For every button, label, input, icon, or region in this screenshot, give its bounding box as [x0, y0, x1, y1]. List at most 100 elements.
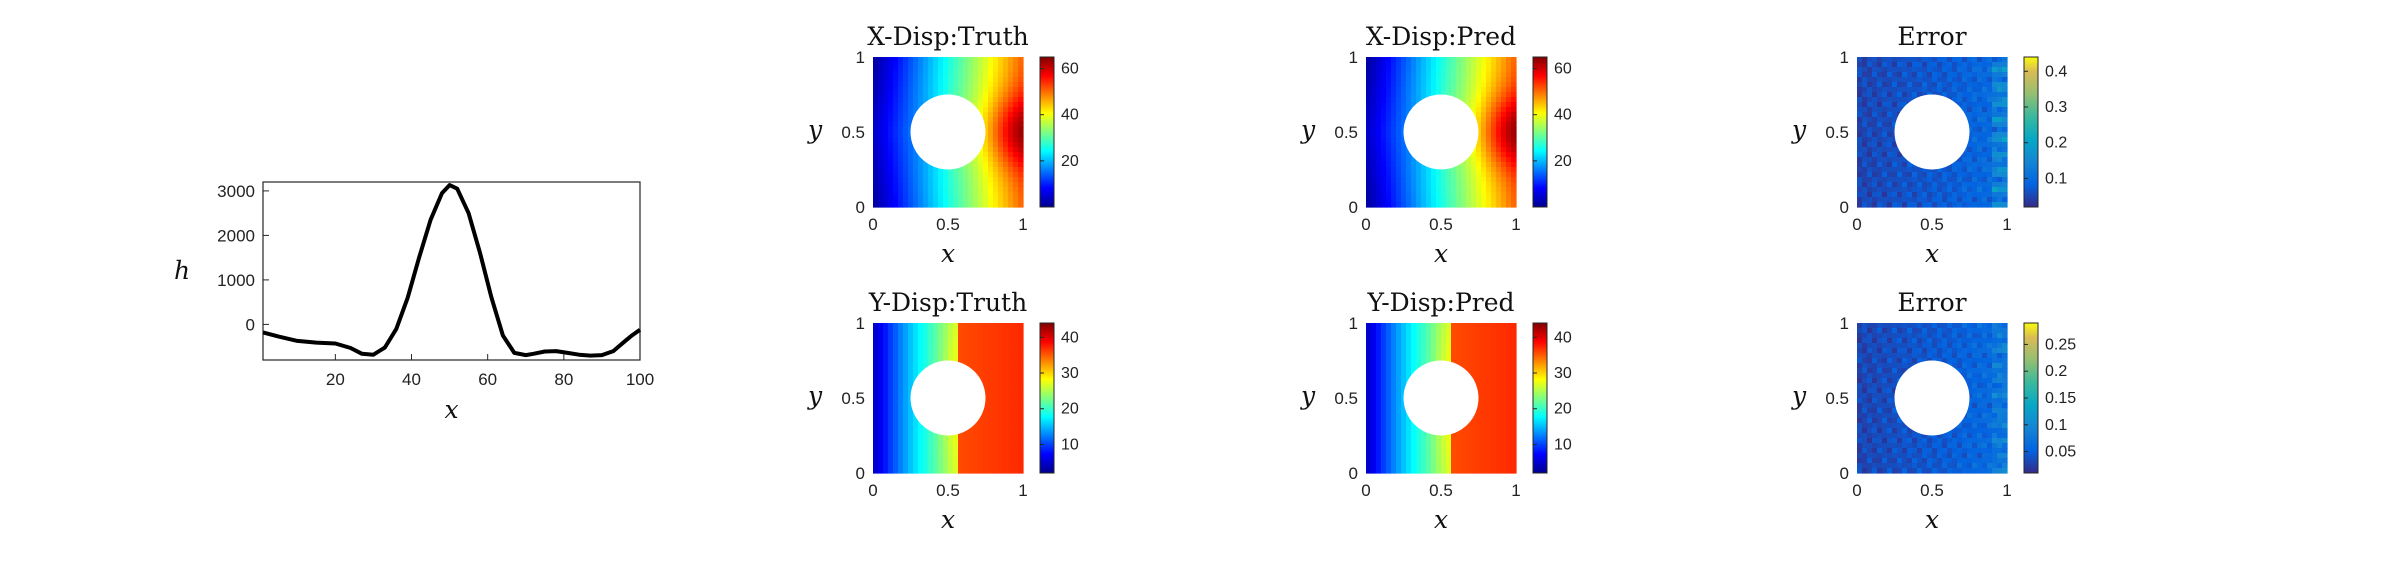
heatmap-cell — [1922, 182, 1928, 188]
heatmap-cell — [1862, 172, 1868, 178]
heatmap-cell — [873, 182, 879, 188]
heatmap-cell — [918, 77, 924, 83]
heatmap-cell — [1386, 137, 1392, 143]
heatmap-cell — [1476, 57, 1482, 63]
heatmap-cell — [1902, 348, 1908, 354]
heatmap-cell — [1416, 358, 1422, 364]
heatmap-cell — [923, 187, 929, 193]
heatmap-cell — [933, 187, 939, 193]
heatmap-cell — [1481, 197, 1487, 203]
heatmap-cell — [1406, 323, 1412, 329]
heatmap-cell — [1018, 192, 1024, 198]
heatmap-cell — [1018, 358, 1024, 364]
heatmap-cell — [1431, 82, 1437, 88]
heatmap-cell — [888, 333, 894, 339]
heatmap-cell — [893, 187, 899, 193]
heatmap-cell — [898, 393, 904, 399]
heatmap-cell — [1887, 343, 1893, 349]
heatmap-cell — [993, 202, 999, 208]
heatmap-cell — [908, 443, 914, 449]
heatmap-cell — [1003, 97, 1009, 103]
heatmap-cell — [1867, 142, 1873, 148]
heatmap-cell — [1376, 142, 1382, 148]
heatmap-cell — [983, 57, 989, 63]
heatmap-cell — [1436, 72, 1442, 78]
heatmap-cell — [1003, 453, 1009, 459]
heatmap-cell — [1511, 107, 1517, 113]
heatmap-cell — [978, 363, 984, 369]
heatmap-cell — [1506, 383, 1512, 389]
heatmap-cell — [1003, 423, 1009, 429]
heatmap-cell — [1491, 378, 1497, 384]
heatmap-cell — [1902, 182, 1908, 188]
heatmap-cell — [1436, 338, 1442, 344]
heatmap-cell — [888, 348, 894, 354]
heatmap-cell — [883, 343, 889, 349]
heatmap-cell — [1366, 197, 1372, 203]
heatmap-cell — [1957, 157, 1963, 163]
heatmap-cell — [1486, 62, 1492, 68]
heatmap-cell — [933, 87, 939, 93]
heatmap-cell — [1491, 172, 1497, 178]
heatmap-cell — [1877, 87, 1883, 93]
heatmap-cell — [1376, 383, 1382, 389]
heatmap-cell — [883, 438, 889, 444]
heatmap-cell — [1456, 197, 1462, 203]
heatmap-cell — [1371, 468, 1377, 474]
heatmap-cell — [1892, 403, 1898, 409]
heatmap-cell — [948, 458, 954, 464]
heatmap-cell — [1862, 192, 1868, 198]
heatmap-cell — [1897, 77, 1903, 83]
heatmap-cell — [1471, 87, 1477, 93]
heatmap-cell — [1511, 358, 1517, 364]
heatmap-cell — [883, 132, 889, 138]
heatmap-cell — [928, 463, 934, 469]
heatmap-cell — [1967, 192, 1973, 198]
heatmap-cell — [1446, 468, 1452, 474]
heatmap-cell — [1501, 187, 1507, 193]
heatmap-cell — [933, 353, 939, 359]
heatmap-cell — [1411, 438, 1417, 444]
heatmap-cell — [1396, 418, 1402, 424]
heatmap-cell — [1882, 152, 1888, 158]
heatmap-cell — [1917, 343, 1923, 349]
heatmap-cell — [1882, 157, 1888, 163]
plot-area — [262, 181, 641, 361]
heatmap-cell — [1008, 413, 1014, 419]
heatmap-cell — [1947, 197, 1953, 203]
heatmap-cell — [893, 388, 899, 394]
heatmap-cell — [913, 197, 919, 203]
heatmap-cell — [1371, 398, 1377, 404]
heatmap-cell — [1486, 167, 1492, 173]
heatmap-cell — [1401, 97, 1407, 103]
heatmap-cell — [1003, 142, 1009, 148]
heatmap-cell — [993, 403, 999, 409]
heatmap-cell — [1411, 177, 1417, 183]
heatmap-cell — [988, 383, 994, 389]
heatmap-cell — [1471, 373, 1477, 379]
heatmap-cell — [1877, 368, 1883, 374]
heatmap-cell — [943, 438, 949, 444]
heatmap-cell — [1962, 87, 1968, 93]
heatmap-cell — [1461, 202, 1467, 208]
heatmap-cell — [1481, 167, 1487, 173]
heatmap-cell — [1476, 423, 1482, 429]
heatmap-cell — [1376, 82, 1382, 88]
heatmap-cell — [988, 67, 994, 73]
heatmap-cell — [908, 368, 914, 374]
heatmap-cell — [1902, 197, 1908, 203]
heatmap-cell — [1892, 157, 1898, 163]
heatmap-cell — [1426, 333, 1432, 339]
heatmap-cell — [948, 448, 954, 454]
heatmap-cell — [953, 338, 959, 344]
heatmap-cell — [878, 453, 884, 459]
heatmap-cell — [998, 177, 1004, 183]
heatmap-cell — [1506, 167, 1512, 173]
heatmap-cell — [1476, 353, 1482, 359]
heatmap-cell — [1992, 87, 1998, 93]
y-tick-label: 0 — [1349, 198, 1358, 217]
heatmap-cell — [2002, 147, 2008, 153]
heatmap-cell — [1371, 97, 1377, 103]
heatmap-cell — [1456, 453, 1462, 459]
heatmap-cell — [1366, 82, 1372, 88]
